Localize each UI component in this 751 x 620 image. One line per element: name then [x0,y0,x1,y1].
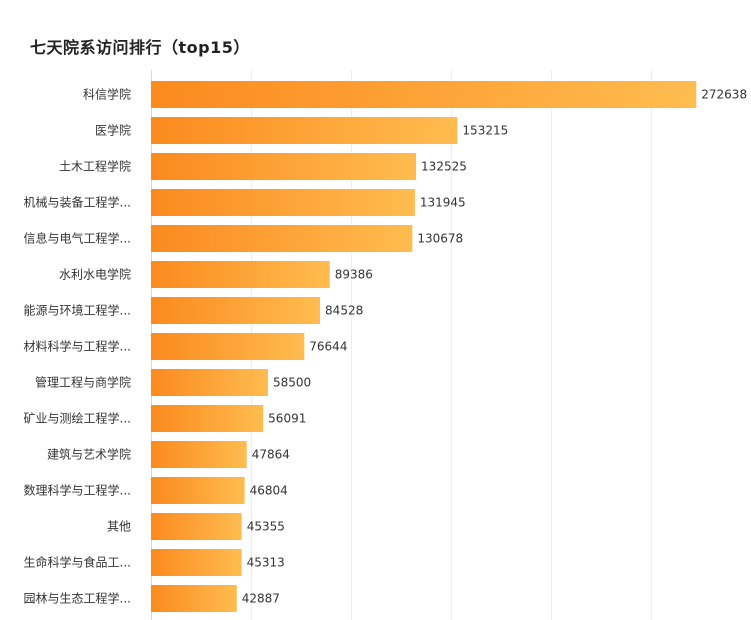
category-label: 其他 [107,520,131,534]
bars [151,81,697,612]
category-label: 材料科学与工程学... [24,339,131,354]
category-label: 园林与生态工程学... [24,591,131,606]
category-label: 医学院 [95,123,131,138]
bar[interactable] [151,405,264,432]
value-label: 56091 [268,412,306,426]
value-label: 131945 [420,196,466,210]
value-label: 46804 [250,484,288,498]
value-label: 153215 [462,124,508,138]
bar[interactable] [151,153,417,180]
bar[interactable] [151,477,245,504]
chart-title: 七天院系访问排行（top15） [30,38,250,57]
value-labels: 272638 153215 132525 131945 130678 89386 84528… [242,88,747,606]
value-label: 130678 [417,232,463,246]
bar[interactable] [151,513,242,540]
value-label: 76644 [309,340,347,354]
bar[interactable] [151,189,415,216]
bar[interactable] [151,225,413,252]
category-label: 管理工程与商学院 [35,375,131,390]
value-label: 272638 [701,88,747,102]
bar[interactable] [151,585,237,612]
category-label: 信息与电气工程学... [24,231,131,246]
category-label: 生命科学与食品工... [24,555,131,570]
value-label: 42887 [242,592,280,606]
value-label: 58500 [273,376,311,390]
bar[interactable] [151,81,697,108]
category-label: 科信学院 [83,87,131,102]
category-label: 水利水电学院 [59,267,131,282]
bar[interactable] [151,441,247,468]
value-label: 47864 [252,448,290,462]
category-label: 土木工程学院 [59,159,131,174]
bar[interactable] [151,297,321,324]
value-label: 45313 [247,556,285,570]
value-label: 132525 [421,160,467,174]
category-label: 矿业与测绘工程学... [24,411,131,426]
value-label: 89386 [335,268,373,282]
bar[interactable] [151,117,458,144]
bar[interactable] [151,333,305,360]
bar[interactable] [151,549,242,576]
bar[interactable] [151,369,268,396]
value-label: 84528 [325,304,363,318]
category-label: 建筑与艺术学院 [47,447,131,462]
category-label: 机械与装备工程学... [24,195,131,210]
bar[interactable] [151,261,330,288]
value-label: 45355 [247,520,285,534]
category-label: 能源与环境工程学... [24,303,131,318]
category-label: 数理科学与工程学... [24,483,131,498]
